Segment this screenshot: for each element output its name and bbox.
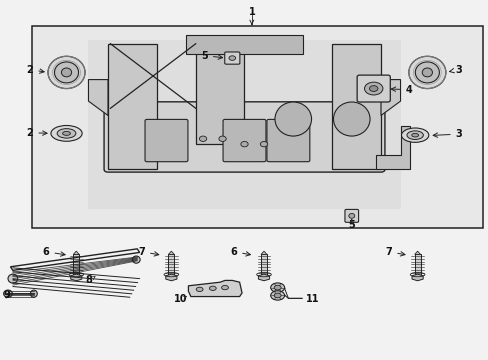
Ellipse shape: [62, 131, 70, 135]
Polygon shape: [71, 274, 81, 281]
Ellipse shape: [406, 131, 423, 139]
Polygon shape: [165, 274, 177, 281]
Text: 11: 11: [305, 294, 318, 304]
Polygon shape: [380, 80, 400, 116]
Ellipse shape: [8, 274, 18, 283]
Bar: [195, 44, 244, 144]
Ellipse shape: [260, 141, 267, 147]
Ellipse shape: [132, 256, 140, 263]
Text: 6: 6: [230, 247, 250, 257]
Text: 9: 9: [3, 291, 10, 301]
FancyBboxPatch shape: [104, 102, 384, 172]
Text: 10: 10: [174, 294, 187, 304]
Ellipse shape: [199, 136, 206, 141]
Bar: [185, 35, 303, 54]
Bar: [261, 255, 266, 275]
Ellipse shape: [369, 86, 377, 91]
Polygon shape: [411, 274, 422, 281]
Bar: [108, 44, 157, 169]
Polygon shape: [88, 80, 108, 116]
Ellipse shape: [241, 141, 247, 147]
Bar: [32, 26, 483, 228]
FancyBboxPatch shape: [224, 52, 240, 64]
Ellipse shape: [408, 56, 445, 89]
Ellipse shape: [54, 62, 79, 83]
Ellipse shape: [228, 56, 235, 60]
Ellipse shape: [364, 82, 382, 95]
Ellipse shape: [333, 102, 369, 136]
Ellipse shape: [274, 293, 281, 298]
Polygon shape: [168, 251, 174, 255]
Bar: [414, 255, 420, 275]
Text: 2: 2: [26, 64, 44, 75]
Ellipse shape: [219, 136, 226, 141]
Text: 3: 3: [448, 64, 462, 75]
Bar: [73, 255, 79, 275]
Ellipse shape: [274, 102, 311, 136]
Text: 7: 7: [138, 247, 159, 257]
Text: 7: 7: [385, 247, 404, 257]
Polygon shape: [375, 126, 409, 169]
Ellipse shape: [51, 126, 82, 141]
FancyBboxPatch shape: [223, 120, 265, 162]
Text: 8: 8: [85, 275, 92, 285]
Ellipse shape: [270, 283, 284, 292]
Ellipse shape: [401, 128, 428, 142]
Ellipse shape: [3, 290, 12, 297]
Ellipse shape: [30, 290, 37, 297]
Bar: [331, 44, 380, 169]
Ellipse shape: [61, 68, 71, 77]
Ellipse shape: [209, 286, 216, 291]
Bar: [88, 40, 400, 209]
Text: 5: 5: [347, 220, 354, 230]
Ellipse shape: [348, 213, 354, 218]
Ellipse shape: [274, 285, 281, 290]
Ellipse shape: [57, 129, 76, 138]
Polygon shape: [414, 251, 420, 255]
Ellipse shape: [221, 285, 228, 290]
Text: 5: 5: [201, 50, 222, 60]
FancyBboxPatch shape: [356, 75, 389, 102]
Polygon shape: [73, 251, 79, 255]
Polygon shape: [258, 274, 269, 281]
Ellipse shape: [422, 68, 431, 77]
Ellipse shape: [414, 62, 439, 83]
Text: 6: 6: [42, 247, 65, 257]
Text: 3: 3: [432, 129, 462, 139]
Polygon shape: [261, 251, 266, 255]
FancyBboxPatch shape: [266, 120, 309, 162]
FancyBboxPatch shape: [344, 210, 358, 222]
Text: 1: 1: [248, 7, 255, 17]
Text: 2: 2: [26, 128, 47, 138]
Ellipse shape: [270, 291, 284, 300]
Ellipse shape: [196, 287, 203, 292]
Ellipse shape: [48, 56, 85, 89]
Ellipse shape: [411, 134, 418, 137]
Bar: [168, 255, 174, 275]
FancyBboxPatch shape: [145, 120, 187, 162]
Text: 4: 4: [390, 85, 411, 95]
Polygon shape: [188, 280, 242, 297]
